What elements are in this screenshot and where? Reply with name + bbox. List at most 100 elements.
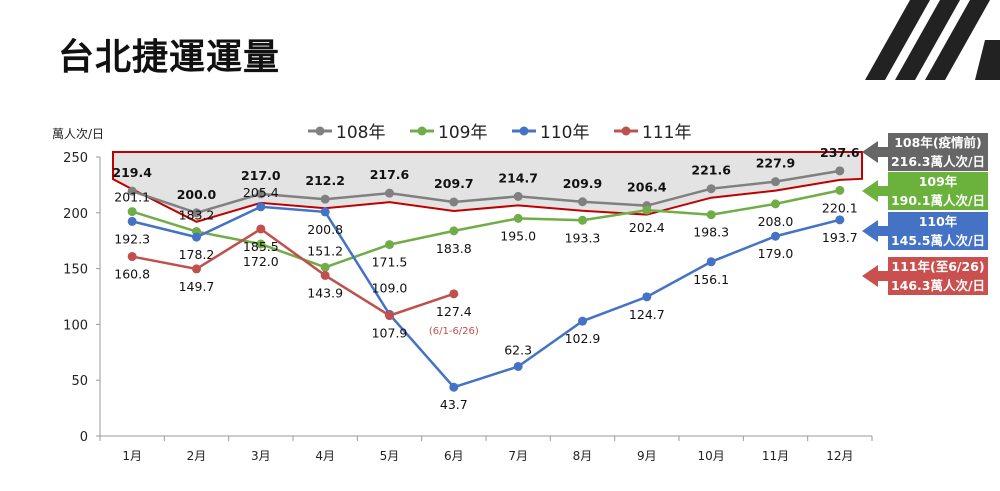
callout-line2: 146.3萬人次/日 [890,278,986,293]
series-line-111年 [131,227,455,317]
data-point-110年 [642,292,652,302]
data-label-108年: 212.2 [305,173,345,188]
data-label-109年: 171.5 [372,255,408,270]
data-point-108年 [706,184,716,194]
data-label-110年: 102.9 [565,331,601,346]
callout-arrow-icon [862,180,878,202]
data-label-110年: 109.0 [372,281,408,296]
callout-3: 111年(至6/26) 146.3萬人次/日 [888,257,988,295]
x-tick-label: 1月 [122,449,142,463]
x-tick-label: 8月 [573,449,593,463]
callout-line2: 145.5萬人次/日 [890,233,986,248]
data-point-111年 [320,270,330,280]
data-label-109年: 202.4 [629,220,665,235]
data-label-109年: 193.3 [565,230,601,245]
data-point-110年 [513,361,523,371]
data-point-111年 [256,224,266,234]
data-label-108年: 206.4 [627,180,667,195]
data-label-110年: 193.7 [822,230,858,245]
data-label-110年: 178.2 [179,247,215,262]
data-label-108年: 237.6 [820,145,860,160]
data-label-109年: 183.8 [436,241,472,256]
highlight-band-108 [112,151,863,223]
data-point-110年 [256,202,266,212]
data-label-110年: 124.7 [629,307,665,322]
data-label-109年: 172.0 [243,254,279,269]
callout-arrow-shaft [876,147,890,157]
data-point-110年 [127,216,137,226]
data-label-108年: 227.9 [756,156,796,171]
legend-marker-111年 [621,126,631,136]
data-label-110年: 200.8 [307,222,343,237]
x-tick-label: 3月 [251,449,271,463]
data-point-109年 [449,226,459,236]
series-line-108年 [131,169,841,215]
data-point-108年 [771,177,780,187]
annotation: (6/1-6/26) [429,326,479,337]
x-tick-label: 6月 [444,449,464,463]
data-label-109年: 195.0 [500,228,536,243]
y-tick-label: 150 [63,263,88,278]
data-point-110年 [706,257,716,267]
data-label-110年: 156.1 [693,272,729,287]
data-label-108年: 209.7 [434,176,474,191]
data-point-108年 [192,208,201,218]
callout-arrow-icon [862,220,878,242]
data-label-108年: 209.9 [563,176,603,191]
data-point-109年 [385,240,394,250]
data-point-108年 [513,191,523,201]
legend-marker-110年 [519,126,529,136]
data-label-108年: 217.0 [241,168,281,183]
data-point-109年 [578,215,587,225]
data-point-108年 [127,186,137,196]
data-label-108年: 214.7 [498,170,538,185]
data-label-109年: 201.1 [114,190,150,205]
series-line-109年 [131,189,841,269]
data-label-110年: 43.7 [440,397,468,412]
data-point-109年 [642,205,652,215]
data-label-110年: 205.4 [243,185,279,200]
data-point-111年 [385,311,394,321]
data-point-111年 [127,252,137,262]
callout-line1: 111年(至6/26) [891,259,985,274]
data-label-110年: 192.3 [114,231,150,246]
legend-marker-108年 [315,126,325,136]
data-point-109年 [127,207,137,217]
y-tick-label: 0 [80,430,88,445]
data-label-108年: 217.6 [370,167,410,182]
data-point-111年 [192,264,201,274]
callout-arrow-shaft [876,186,890,196]
callout-line2: 190.1萬人次/日 [890,193,986,208]
callout-arrow-shaft [876,226,890,236]
callout-1: 109年 190.1萬人次/日 [888,172,988,210]
data-point-110年 [771,231,780,241]
data-label-111年: 149.7 [179,279,215,294]
decorative-stripes [865,0,1000,80]
data-label-111年: 185.5 [243,239,279,254]
x-tick-label: 5月 [380,449,400,463]
data-point-110年 [835,215,845,225]
data-point-111年 [449,289,459,299]
y-tick-label: 250 [63,151,88,166]
data-label-108年: 200.0 [177,187,217,202]
data-label-111年: 127.4 [436,304,472,319]
callout-0: 108年(疫情前) 216.3萬人次/日 [888,133,988,171]
legend-label: 110年 [540,123,589,143]
data-label-108年: 221.6 [691,163,731,178]
data-point-108年 [256,189,266,199]
x-tick-label: 11月 [762,449,789,463]
callout-line1: 109年 [918,174,958,189]
data-point-110年 [192,232,201,242]
legend-label: 111年 [642,123,691,143]
data-label-111年: 160.8 [114,267,150,282]
callout-line2: 216.3萬人次/日 [890,154,986,169]
data-label-111年: 107.9 [372,326,408,341]
y-tick-label: 50 [71,374,88,389]
x-tick-label: 9月 [637,449,657,463]
legend-label: 108年 [336,123,385,143]
data-label-110年: 62.3 [504,342,532,357]
data-label-109年: 220.1 [822,200,858,215]
data-label-109年: 198.3 [693,225,729,240]
